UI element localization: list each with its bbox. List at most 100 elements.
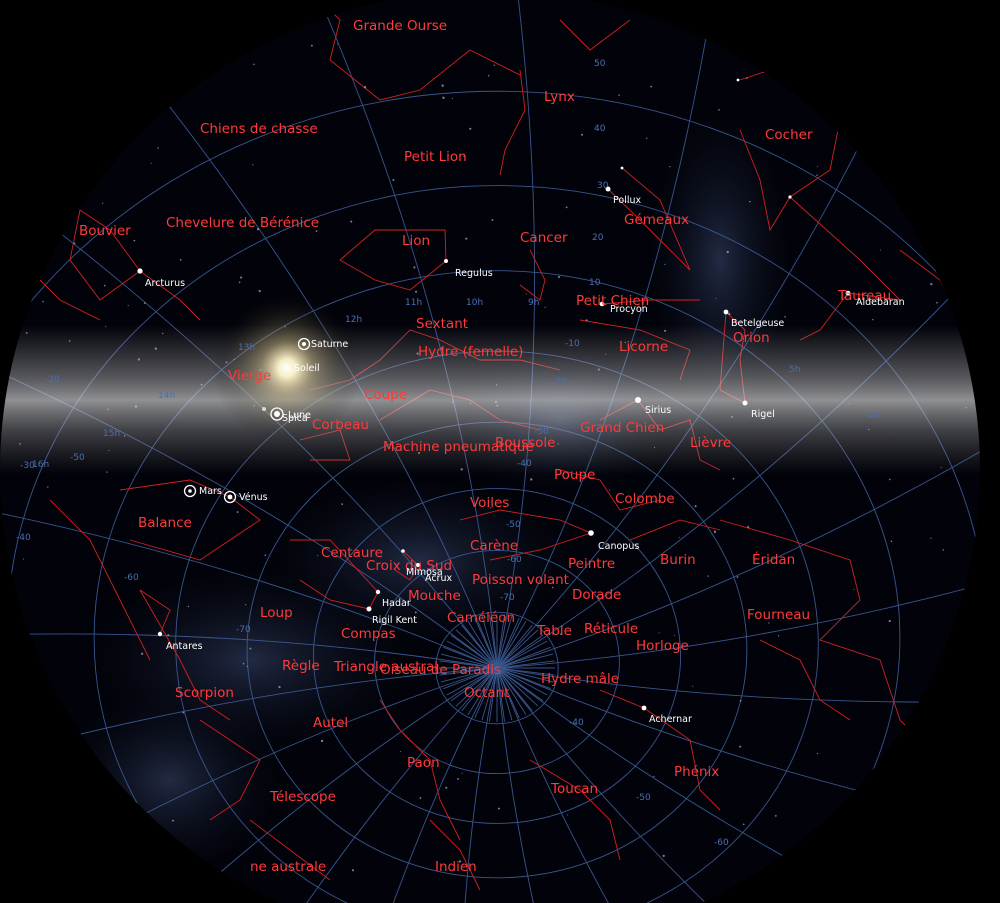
constellation-label-croix-du-sud[interactable]: Croix du Sud [366,558,452,574]
constellation-label-voiles[interactable]: Voiles [470,495,509,511]
constellation-label-gemeaux[interactable]: Gémeaux [624,212,689,228]
star-label-sirius[interactable]: Sirius [645,405,671,416]
constellation-label-phenix[interactable]: Phénix [674,764,719,780]
constellation-label-petit-lion[interactable]: Petit Lion [404,149,467,165]
constellation-label-cocher[interactable]: Cocher [765,127,813,143]
constellation-label-grand-chien[interactable]: Grand Chien [580,420,664,436]
constellation-label-bouvier[interactable]: Bouvier [79,223,131,239]
constellation-label-peintre[interactable]: Peintre [568,556,615,572]
constellation-label-chevelure-de-berenice[interactable]: Chevelure de Bérénice [166,215,319,231]
faint-star [127,304,129,307]
faint-star [445,786,448,789]
constellation-label-lievre[interactable]: Lièvre [690,435,731,451]
faint-star [488,75,490,77]
body-label-soleil[interactable]: Soleil [294,363,320,374]
star-label-antares[interactable]: Antares [166,641,203,652]
constellation-label-burin[interactable]: Burin [660,552,696,568]
constellation-label-octant[interactable]: Octant [464,685,509,701]
mars-marker[interactable] [183,484,197,498]
constellation-label-hydre-male[interactable]: Hydre mâle [541,671,619,687]
body-label-saturne[interactable]: Saturne [311,339,348,350]
constellation-label-dorade[interactable]: Dorade [572,587,621,603]
constellation-stick-figure [319,0,521,101]
constellation-label-oiseau-de-paradis[interactable]: Oiseau de Paradis [380,662,501,678]
pole-spoke [439,660,498,669]
faint-star [141,652,144,655]
body-label-lune[interactable]: Lune [288,410,311,421]
star-label-mimosa[interactable]: Mimosa [406,567,443,578]
star-label-procyon[interactable]: Procyon [610,304,648,315]
star-label-pollux[interactable]: Pollux [613,195,642,206]
constellation-stick-figure [759,639,851,721]
constellation-label-carene[interactable]: Carène [470,538,518,554]
star-label-arcturus[interactable]: Arcturus [145,278,185,289]
constellation-label-fourneau[interactable]: Fourneau [747,607,810,623]
constellation-label-telescope[interactable]: Télescope [269,789,336,805]
constellation-label-centaure[interactable]: Centaure [321,545,383,561]
constellation-label-cancer[interactable]: Cancer [520,230,568,246]
constellation-label-sextant[interactable]: Sextant [416,316,468,332]
constellation-label-regle[interactable]: Règle [282,658,320,674]
constellation-label-horloge[interactable]: Horloge [636,638,689,654]
constellation-label-vierge[interactable]: Vierge [228,368,271,384]
venus-marker-inner [227,494,233,500]
constellation-label-cameleon[interactable]: Caméléon [447,610,515,626]
declination-label: 10 [589,278,601,288]
lune-marker[interactable] [270,407,284,421]
constellation-label-reticule[interactable]: Réticule [584,621,638,637]
mars-marker-inner [188,489,192,493]
pole-spoke [440,653,498,669]
constellation-label-corbeau[interactable]: Corbeau [312,417,369,433]
faint-star [784,316,786,318]
faint-star [162,332,164,335]
constellation-label-compas[interactable]: Compas [341,626,396,642]
constellation-label-lion[interactable]: Lion [402,233,430,249]
constellation-label-taureau[interactable]: Taureau [837,288,891,304]
star-label-rigil-kent[interactable]: Rigil Kent [372,615,417,626]
constellation-label-licorne[interactable]: Licorne [619,339,668,355]
grid-labels: 50 40 30 20 10 -10 -20 -30 -40 -50 -60 -70 -20 -30 -40… [16,59,879,848]
constellation-label-petit-chien[interactable]: Petit Chien [576,293,649,309]
constellation-label-toucan[interactable]: Toucan [550,781,598,797]
constellation-label-loup[interactable]: Loup [260,605,293,621]
constellation-label-triangle-austral[interactable]: Triangle austral [333,659,438,675]
constellation-label-mouche[interactable]: Mouche [408,588,461,604]
constellation-label-hydre-femelle[interactable]: Hydre (femelle) [418,344,523,360]
star-label-hadar[interactable]: Hadar [382,598,411,609]
constellation-label-eridan[interactable]: Éridan [752,551,795,568]
constellation-label-autel[interactable]: Autel [313,715,348,731]
star-label-acrux[interactable]: Acrux [425,573,452,584]
body-label-mars[interactable]: Mars [199,486,222,497]
body-label-venus[interactable]: Vénus [239,492,268,503]
constellation-label-poupe[interactable]: Poupe [554,467,595,483]
constellation-label-balance[interactable]: Balance [138,515,192,531]
saturne-marker[interactable] [297,337,311,351]
constellation-label-lynx[interactable]: Lynx [544,89,575,105]
star-label-canopus[interactable]: Canopus [598,541,639,552]
constellation-label-grande-ourse[interactable]: Grande Ourse [353,18,447,34]
constellation-label-colombe[interactable]: Colombe [615,491,675,507]
star-label-rigel[interactable]: Rigel [751,409,775,420]
constellation-label-paon[interactable]: Paon [407,755,440,771]
pole-spoke [488,614,498,669]
star-label-achernar[interactable]: Achernar [649,714,692,725]
declination-label: -70 [236,625,251,635]
constellation-stick-figure [559,19,631,51]
constellation-label-scorpion[interactable]: Scorpion [175,685,234,701]
star-label-aldebaran[interactable]: Aldebaran [856,297,905,308]
star-dot [137,268,143,274]
venus-marker[interactable] [223,490,237,504]
star-label-betelgeuse[interactable]: Betelgeuse [731,318,784,329]
constellation-label-orion[interactable]: Orion [733,330,770,346]
constellation-label-machine-pneumatique[interactable]: Machine pneumatique [383,439,534,455]
constellation-label-table[interactable]: Table [536,623,572,639]
declination-circle [93,270,901,903]
constellation-label-indien[interactable]: Indien [435,859,477,875]
constellation-label-boussole[interactable]: Boussole [495,435,555,451]
star-label-spica[interactable]: Spica [282,413,308,424]
star-label-regulus[interactable]: Regulus [455,268,493,279]
constellation-label-poisson-volant[interactable]: Poisson volant [472,572,569,588]
constellation-label-couronne-australe[interactable]: ne australe [250,859,326,875]
constellation-label-chiens-de-chasse[interactable]: Chiens de chasse [200,121,318,137]
constellation-label-coupe[interactable]: Coupe [364,387,407,403]
